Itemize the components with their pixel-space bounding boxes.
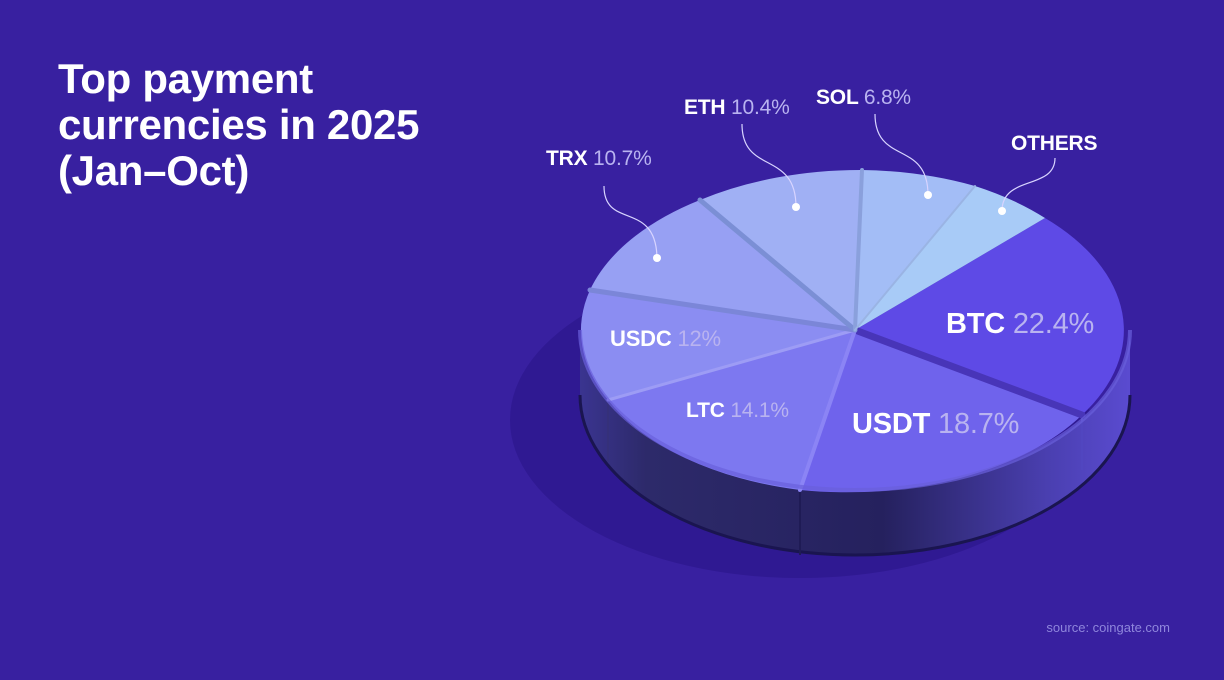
- slice-others[interactable]: [855, 186, 1045, 330]
- callouts: [603, 113, 1056, 259]
- label-ltc: LTC 14.1%: [686, 399, 789, 422]
- callout-trx: [603, 185, 658, 259]
- slice-usdc[interactable]: [580, 290, 855, 400]
- chart-title: Top payment currencies in 2025 (Jan–Oct): [58, 56, 498, 194]
- label-others: OTHERS: [1011, 132, 1098, 155]
- title-line-3: (Jan–Oct): [58, 147, 250, 194]
- label-trx: TRX 10.7%: [546, 147, 652, 170]
- dot-sol: [924, 191, 932, 199]
- slice-seams: [587, 168, 1086, 492]
- pie-top: [578, 168, 1132, 493]
- dot-eth: [792, 203, 800, 211]
- slice-sol[interactable]: [855, 170, 975, 330]
- title-line-1: Top payment: [58, 55, 313, 102]
- callout-dots: [653, 191, 1006, 262]
- dot-trx: [653, 254, 661, 262]
- callout-sol: [874, 113, 929, 196]
- callout-others: [1001, 157, 1056, 211]
- slice-btc[interactable]: [855, 218, 1124, 415]
- callout-eth: [741, 123, 797, 208]
- label-usdc: USDC 12%: [610, 326, 721, 351]
- label-usdt: USDT 18.7%: [852, 408, 1020, 440]
- slice-usdt[interactable]: [800, 330, 1082, 493]
- slice-eth[interactable]: [700, 169, 862, 330]
- label-btc: BTC 22.4%: [946, 308, 1095, 340]
- label-eth: ETH 10.4%: [684, 96, 790, 119]
- pie-side: [578, 330, 1132, 557]
- title-line-2: currencies in 2025: [58, 101, 420, 148]
- source-note: source: coingate.com: [1046, 620, 1170, 635]
- label-sol: SOL 6.8%: [816, 86, 911, 109]
- dot-others: [998, 207, 1006, 215]
